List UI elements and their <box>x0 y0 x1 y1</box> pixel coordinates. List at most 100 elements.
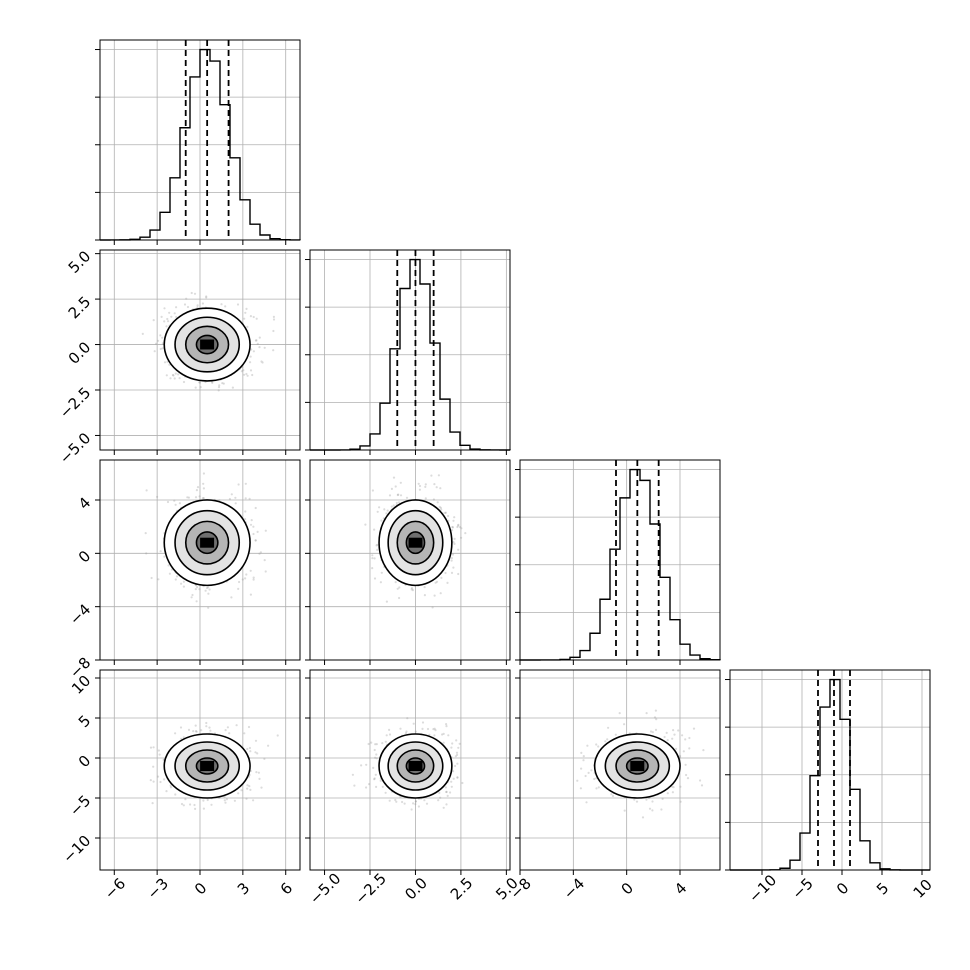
sample-point <box>424 497 427 500</box>
sample-point <box>439 796 442 799</box>
sample-point <box>245 573 248 576</box>
contour-line <box>184 520 230 565</box>
sample-point <box>388 799 391 802</box>
x-tick-label: −4 <box>560 875 588 903</box>
sample-point <box>597 745 600 748</box>
sample-point <box>260 360 263 363</box>
sample-point <box>679 800 682 803</box>
sample-point <box>252 315 255 319</box>
sample-point <box>373 748 376 752</box>
sample-point <box>267 744 270 747</box>
sample-point <box>248 785 251 788</box>
sample-point <box>240 370 243 373</box>
sample-point <box>675 747 678 751</box>
sample-point <box>208 726 211 729</box>
sample-point <box>456 753 459 757</box>
y-tick-label: 0 <box>75 752 94 771</box>
sample-point <box>242 369 245 372</box>
sample-point <box>204 589 207 592</box>
y-tick-label: 4 <box>75 494 94 513</box>
sample-point <box>196 486 200 489</box>
sample-point <box>450 785 453 788</box>
x-tick-label: 6 <box>277 879 296 898</box>
sample-point <box>426 727 430 731</box>
sample-point <box>360 764 363 767</box>
sample-point <box>394 581 397 584</box>
sample-point <box>208 588 211 591</box>
panel-frame <box>309 459 511 661</box>
sample-point <box>423 594 426 597</box>
sample-point <box>190 596 193 599</box>
sample-point <box>264 529 267 532</box>
sample-point <box>151 802 154 805</box>
sample-point <box>395 501 398 504</box>
sample-point <box>437 799 440 802</box>
x-tick-label: −3 <box>144 875 172 903</box>
sample-point <box>201 497 204 500</box>
sample-point <box>169 786 173 789</box>
sample-point <box>159 550 162 553</box>
sample-point <box>432 498 435 501</box>
sample-point <box>196 304 199 307</box>
sample-point <box>679 785 682 788</box>
density-peak <box>408 537 423 548</box>
sample-point <box>421 727 424 731</box>
sample-point <box>442 732 445 736</box>
sample-point <box>456 525 459 529</box>
y-tick-label: 5 <box>75 712 94 731</box>
y-tick-label: −5.0 <box>56 429 94 467</box>
sample-point <box>205 586 209 590</box>
sample-point <box>396 493 399 497</box>
sample-point <box>376 548 379 552</box>
sample-point <box>421 721 425 724</box>
sample-point <box>152 765 155 768</box>
sample-point <box>373 778 376 781</box>
sample-point <box>255 317 258 320</box>
sample-point <box>442 806 445 809</box>
sample-point <box>379 581 382 584</box>
sample-point <box>224 729 227 732</box>
sample-point <box>372 766 375 770</box>
sample-point <box>654 728 658 732</box>
sample-point <box>455 739 458 742</box>
sample-point <box>249 593 252 596</box>
x-tick-label: 0 <box>618 879 637 898</box>
sample-point <box>245 307 248 310</box>
sample-point <box>457 746 460 749</box>
sample-point <box>249 750 252 753</box>
sample-point <box>198 588 201 591</box>
sample-point <box>410 808 413 811</box>
sample-point <box>193 292 197 295</box>
contour-line <box>378 733 453 799</box>
sample-point <box>187 496 190 499</box>
sample-point <box>193 803 196 807</box>
sample-point <box>160 315 163 318</box>
sample-point <box>263 559 266 562</box>
sample-point <box>434 581 437 584</box>
sample-point <box>374 773 377 776</box>
sample-point <box>461 781 464 785</box>
histogram-step <box>99 48 301 241</box>
sample-point <box>201 302 204 305</box>
sample-point <box>272 318 276 321</box>
sample-point <box>457 523 460 526</box>
sample-point <box>364 523 367 526</box>
sample-point <box>635 800 639 803</box>
sample-point <box>182 804 185 807</box>
sample-point <box>653 716 657 719</box>
contour-line <box>593 733 681 799</box>
sample-point <box>243 373 246 376</box>
sample-point <box>244 497 247 500</box>
sample-point <box>397 501 401 504</box>
sample-point <box>149 746 153 749</box>
sample-point <box>224 305 227 308</box>
sample-point <box>248 497 251 500</box>
sample-point <box>157 749 160 752</box>
sample-point <box>438 791 441 795</box>
sample-point <box>165 790 168 793</box>
sample-point <box>412 802 415 805</box>
sample-point <box>655 718 658 721</box>
sample-point <box>159 780 162 784</box>
sample-point <box>237 587 240 591</box>
sample-point <box>451 553 455 556</box>
